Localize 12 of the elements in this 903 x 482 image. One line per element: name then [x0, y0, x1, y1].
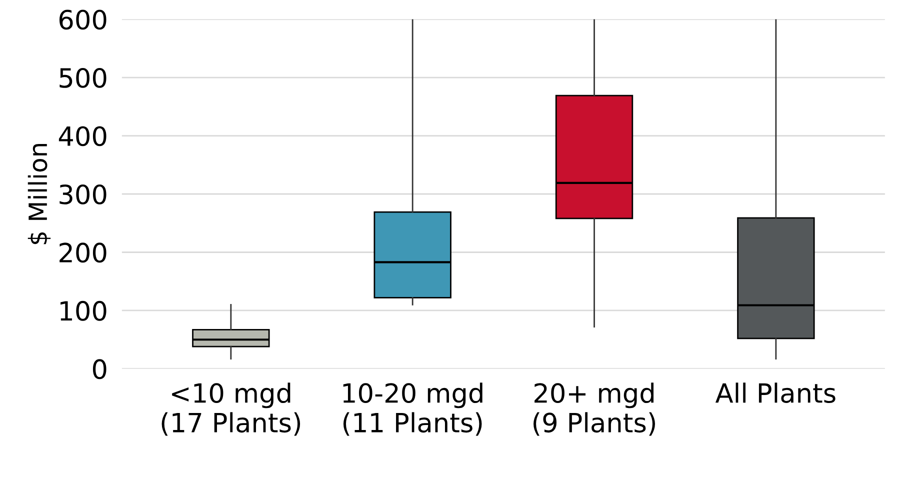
x-tick-label: <10 mgd (17 Plants): [162, 382, 300, 436]
y-tick-label: 300: [60, 184, 106, 204]
x-tick-label: 10-20 mgd (11 Plants): [343, 382, 482, 436]
y-tick-label: 100: [60, 300, 106, 321]
y-tick-label: 600: [59, 10, 106, 30]
y-axis-title: $ Million: [28, 144, 51, 244]
x-tick-label: All Plants: [715, 382, 836, 404]
x-tick-label: 20+ mgd (9 Plants): [534, 382, 655, 436]
y-tick-label: 500: [60, 68, 106, 88]
y-tick-label: 0: [92, 359, 106, 380]
y-tick-label: 400: [58, 126, 106, 146]
y-tick-label: 200: [60, 242, 106, 263]
